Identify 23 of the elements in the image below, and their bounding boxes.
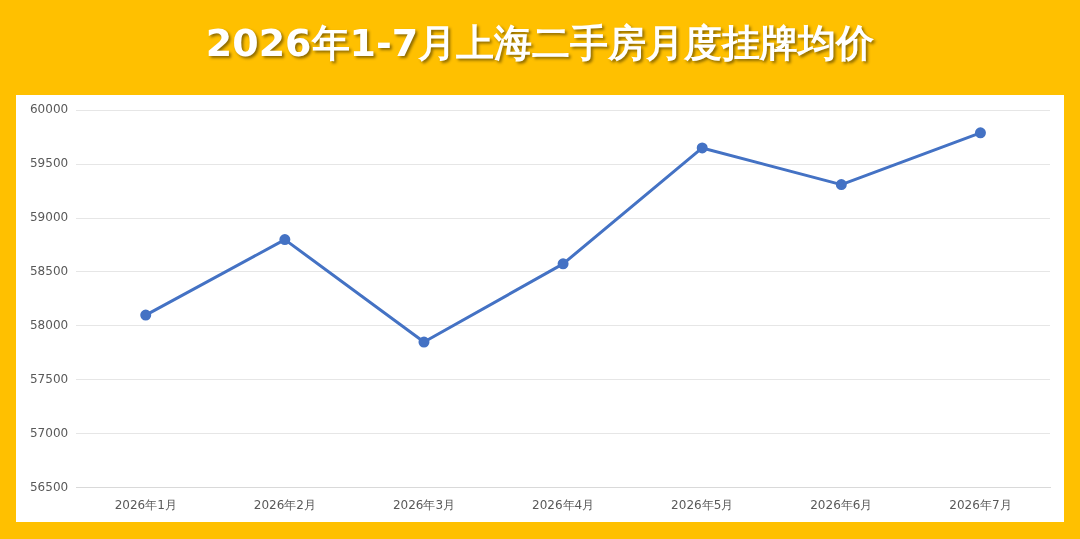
y-tick-label: 57000 [29,425,69,440]
y-tick-label: 58000 [29,317,69,332]
chart-title: 2026年1-7月上海二手房月度挂牌均价 [204,20,876,67]
y-tick-label: 58500 [29,264,69,279]
point [835,179,847,191]
x-tick-label: 2026年2月 [253,497,316,512]
x-tick-label: 2026年6月 [810,497,873,512]
point [140,309,152,321]
y-tick-label: 60000 [29,102,69,117]
y-tick-label: 59000 [29,210,69,225]
x-tick-label: 2026年1月 [114,497,177,512]
x-tick-label: 2026年3月 [392,497,456,512]
x-tick-label: 2026年7月 [949,497,1012,512]
y-tick-label: 59500 [29,156,69,171]
point [696,142,708,154]
y-tick-label: 56500 [29,479,69,494]
point [279,234,291,246]
y-tick-label: 57500 [29,371,69,386]
x-tick-label: 2026年5月 [671,497,734,512]
point [557,258,569,270]
x-tick-label: 2026年4月 [531,497,595,512]
point [974,127,986,139]
point [418,336,430,348]
